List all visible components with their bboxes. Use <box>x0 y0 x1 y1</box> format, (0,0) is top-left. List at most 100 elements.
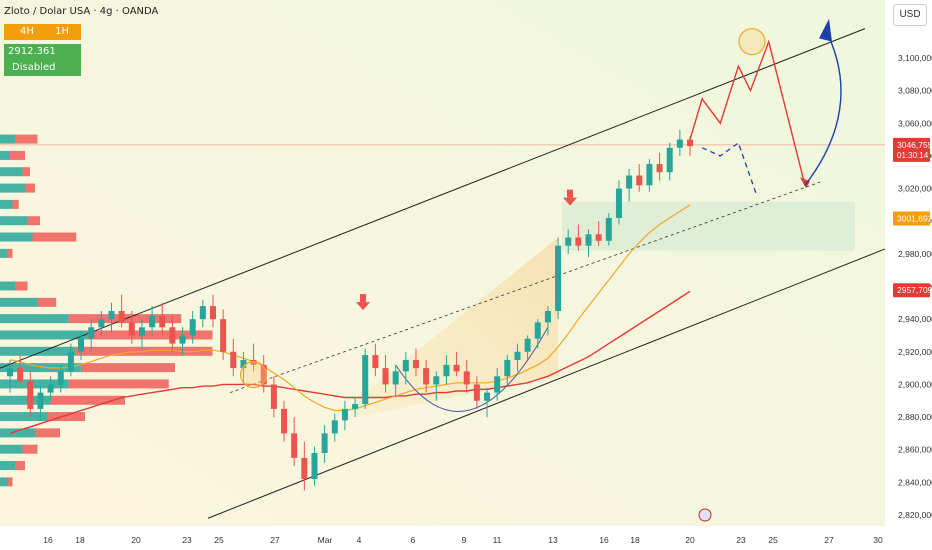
candle-body[interactable] <box>636 175 643 186</box>
candle-body[interactable] <box>382 368 389 385</box>
moving-average-fast <box>9 204 691 412</box>
volume-profile-down-bar <box>32 232 77 242</box>
candle-body[interactable] <box>605 217 612 241</box>
candle-body[interactable] <box>585 234 592 246</box>
candle-body[interactable] <box>656 164 663 173</box>
volume-profile-up-bar <box>0 379 69 389</box>
candle-body[interactable] <box>189 319 196 336</box>
candle-body[interactable] <box>412 359 419 369</box>
candle-body[interactable] <box>78 338 85 352</box>
candle-body[interactable] <box>159 315 166 328</box>
candle-body[interactable] <box>595 234 602 241</box>
channel-mid-dashed-line[interactable] <box>229 181 821 393</box>
candle-body[interactable] <box>67 351 74 372</box>
y-tick-label: 2,900,000 <box>898 379 932 389</box>
candle-body[interactable] <box>341 408 348 421</box>
candle-body[interactable] <box>494 376 501 393</box>
candle-body[interactable] <box>230 351 237 369</box>
candle-body[interactable] <box>352 404 359 409</box>
candle-body[interactable] <box>534 322 541 339</box>
candle-body[interactable] <box>128 322 135 336</box>
volume-profile-down-bar <box>15 281 28 291</box>
volume-profile-down-bar <box>22 444 38 454</box>
candle-body[interactable] <box>57 371 64 385</box>
candle-body[interactable] <box>179 335 186 344</box>
candle-body[interactable] <box>169 327 176 344</box>
candle-body[interactable] <box>281 408 288 434</box>
price-axis[interactable] <box>885 0 932 550</box>
candle-body[interactable] <box>484 392 491 401</box>
candle-body[interactable] <box>443 364 450 377</box>
timeframe-4h[interactable]: 4H <box>20 26 34 37</box>
timeframe-1h[interactable]: 1H <box>55 26 69 37</box>
down-arrow-marker-13-head <box>563 197 577 206</box>
candle-body[interactable] <box>362 355 369 405</box>
x-tick-label: 20 <box>685 535 695 545</box>
candle-body[interactable] <box>37 392 44 409</box>
channel-upper-line[interactable] <box>0 28 866 369</box>
candle-body[interactable] <box>240 359 247 369</box>
candle-body[interactable] <box>372 355 379 369</box>
candle-body[interactable] <box>555 245 562 311</box>
candle-body[interactable] <box>260 364 267 385</box>
time-axis[interactable] <box>0 526 932 550</box>
indicator-status-badge[interactable]: 2912.361 Disabled <box>4 44 81 76</box>
candle-body[interactable] <box>504 359 511 377</box>
volume-profile-up-bar <box>0 363 82 373</box>
candle-body[interactable] <box>311 452 318 480</box>
candle-body[interactable] <box>321 433 328 453</box>
volume-profile-up-bar <box>0 395 50 405</box>
candle-body[interactable] <box>7 368 13 377</box>
candle-body[interactable] <box>423 368 430 385</box>
candle-body[interactable] <box>118 310 125 323</box>
volume-profile-up-bar <box>0 150 10 160</box>
candle-body[interactable] <box>473 384 480 401</box>
volume-profile-down-bar <box>15 134 38 144</box>
candle-body[interactable] <box>270 384 277 409</box>
candle-body[interactable] <box>209 306 216 320</box>
candle-body[interactable] <box>646 164 653 186</box>
candle-body[interactable] <box>98 319 105 328</box>
candle-body[interactable] <box>402 359 409 372</box>
candle-body[interactable] <box>433 376 440 385</box>
volume-profile-up-bar <box>0 346 75 356</box>
candle-body[interactable] <box>544 310 551 323</box>
x-tick-label: 25 <box>768 535 778 545</box>
candle-body[interactable] <box>575 237 582 246</box>
timeframe-badge[interactable]: 4H 1H <box>4 24 81 40</box>
candle-body[interactable] <box>615 188 622 218</box>
candle-body[interactable] <box>88 327 95 339</box>
candle-body[interactable] <box>17 368 24 382</box>
candle-body[interactable] <box>149 315 156 328</box>
currency-selector[interactable]: USD <box>893 4 927 26</box>
candle-body[interactable] <box>392 371 399 385</box>
candle-body[interactable] <box>331 420 338 434</box>
candle-body[interactable] <box>199 306 206 320</box>
candle-body[interactable] <box>565 237 572 246</box>
candle-body[interactable] <box>250 359 257 365</box>
rebound-arrowhead <box>819 18 832 42</box>
candle-body[interactable] <box>453 364 460 372</box>
volume-profile-up-bar <box>0 167 23 177</box>
candle-body[interactable] <box>108 310 115 320</box>
x-tick-label: 9 <box>462 535 467 545</box>
x-tick-label: 11 <box>493 535 502 545</box>
candle-body[interactable] <box>301 457 308 480</box>
candle-body[interactable] <box>687 139 693 147</box>
candle-body[interactable] <box>666 147 673 173</box>
candle-body[interactable] <box>27 381 34 409</box>
economic-event-flag-icon[interactable] <box>698 508 712 522</box>
volume-profile-up-bar <box>0 477 8 487</box>
candle-body[interactable] <box>47 384 54 393</box>
candle-body[interactable] <box>676 139 683 148</box>
candle-body[interactable] <box>463 371 470 385</box>
candle-body[interactable] <box>626 175 633 189</box>
candle-body[interactable] <box>524 338 531 352</box>
candle-body[interactable] <box>514 351 521 360</box>
channel-lower-line[interactable] <box>207 248 886 519</box>
candle-body[interactable] <box>220 319 227 352</box>
candle-body[interactable] <box>138 327 145 336</box>
candle-body[interactable] <box>291 433 298 458</box>
